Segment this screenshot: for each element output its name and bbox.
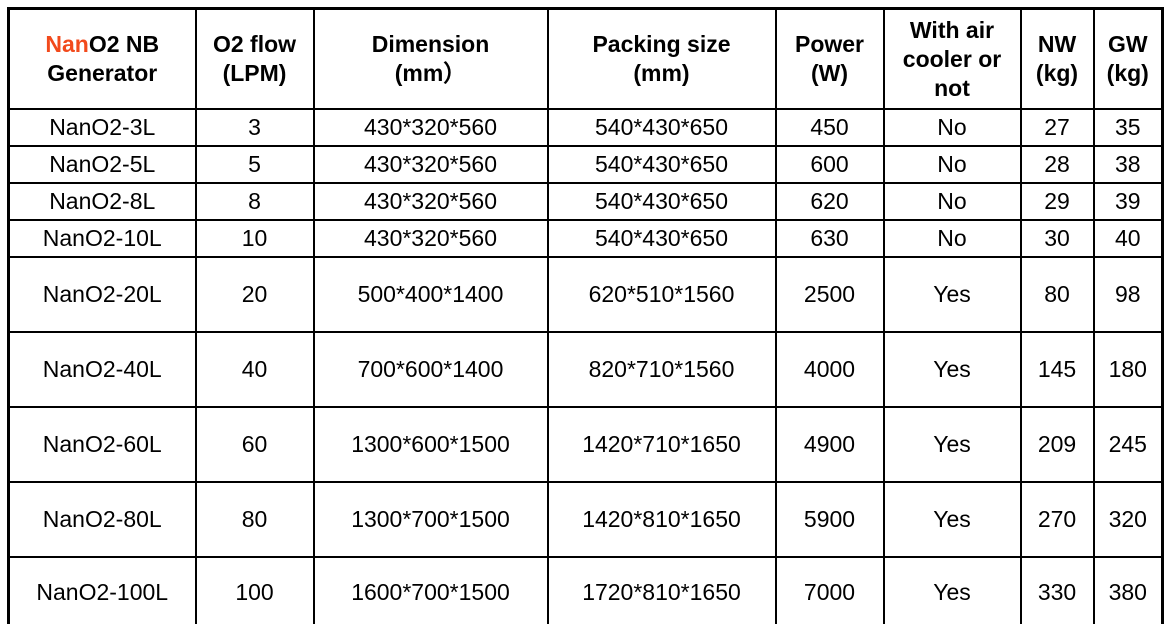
table-row: NanO2-100L 100 1600*700*1500 1720*810*16… — [7, 556, 1164, 624]
cell-air-cooler: Yes — [882, 556, 1022, 624]
cell-dimension: 430*320*560 — [312, 219, 549, 258]
header-o2-flow: O2 flow (LPM) — [194, 7, 315, 110]
header-nw: NW (kg) — [1019, 7, 1095, 110]
header-product: NanO2 NB Generator — [7, 7, 197, 110]
cell-nw: 29 — [1019, 182, 1095, 221]
cell-gw: 98 — [1092, 256, 1164, 333]
cell-air-cooler: Yes — [882, 406, 1022, 483]
cell-gw: 40 — [1092, 219, 1164, 258]
brand-prefix: Nan — [45, 31, 89, 57]
cell-power: 630 — [774, 219, 885, 258]
cell-power: 4000 — [774, 331, 885, 408]
cell-packing-size: 540*430*650 — [546, 145, 777, 184]
cell-packing-size: 540*430*650 — [546, 219, 777, 258]
cell-gw: 320 — [1092, 481, 1164, 558]
cell-nw: 27 — [1019, 108, 1095, 147]
cell-model: NanO2-40L — [7, 331, 197, 408]
header-gw: GW (kg) — [1092, 7, 1164, 110]
cell-air-cooler: Yes — [882, 256, 1022, 333]
cell-o2-flow: 10 — [194, 219, 315, 258]
cell-dimension: 1300*700*1500 — [312, 481, 549, 558]
table-row: NanO2-3L 3 430*320*560 540*430*650 450 N… — [7, 108, 1164, 147]
cell-o2-flow: 5 — [194, 145, 315, 184]
cell-dimension: 700*600*1400 — [312, 331, 549, 408]
cell-model: NanO2-20L — [7, 256, 197, 333]
header-product-rest: O2 NB Generator — [47, 31, 160, 86]
cell-model: NanO2-100L — [7, 556, 197, 624]
cell-nw: 145 — [1019, 331, 1095, 408]
cell-dimension: 500*400*1400 — [312, 256, 549, 333]
cell-power: 620 — [774, 182, 885, 221]
cell-gw: 245 — [1092, 406, 1164, 483]
cell-o2-flow: 60 — [194, 406, 315, 483]
cell-air-cooler: No — [882, 108, 1022, 147]
cell-gw: 39 — [1092, 182, 1164, 221]
cell-packing-size: 1420*810*1650 — [546, 481, 777, 558]
header-packing-size: Packing size (mm) — [546, 7, 777, 110]
table-row: NanO2-60L 60 1300*600*1500 1420*710*1650… — [7, 406, 1164, 483]
cell-air-cooler: No — [882, 182, 1022, 221]
cell-o2-flow: 20 — [194, 256, 315, 333]
cell-power: 4900 — [774, 406, 885, 483]
cell-air-cooler: Yes — [882, 481, 1022, 558]
cell-dimension: 430*320*560 — [312, 182, 549, 221]
header-power: Power (W) — [774, 7, 885, 110]
cell-nw: 270 — [1019, 481, 1095, 558]
cell-gw: 180 — [1092, 331, 1164, 408]
cell-dimension: 1600*700*1500 — [312, 556, 549, 624]
cell-power: 2500 — [774, 256, 885, 333]
cell-dimension: 430*320*560 — [312, 145, 549, 184]
table-row: NanO2-20L 20 500*400*1400 620*510*1560 2… — [7, 256, 1164, 333]
cell-power: 450 — [774, 108, 885, 147]
table-row: NanO2-10L 10 430*320*560 540*430*650 630… — [7, 219, 1164, 258]
header-air-cooler: With air cooler or not — [882, 7, 1022, 110]
cell-packing-size: 540*430*650 — [546, 108, 777, 147]
header-dimension: Dimension (mm） — [312, 7, 549, 110]
cell-o2-flow: 80 — [194, 481, 315, 558]
cell-model: NanO2-10L — [7, 219, 197, 258]
cell-o2-flow: 8 — [194, 182, 315, 221]
table-row: NanO2-40L 40 700*600*1400 820*710*1560 4… — [7, 331, 1164, 408]
table-row: NanO2-80L 80 1300*700*1500 1420*810*1650… — [7, 481, 1164, 558]
cell-gw: 38 — [1092, 145, 1164, 184]
cell-packing-size: 540*430*650 — [546, 182, 777, 221]
cell-packing-size: 1420*710*1650 — [546, 406, 777, 483]
table-row: NanO2-5L 5 430*320*560 540*430*650 600 N… — [7, 145, 1164, 184]
cell-gw: 380 — [1092, 556, 1164, 624]
cell-model: NanO2-5L — [7, 145, 197, 184]
header-row: NanO2 NB Generator O2 flow (LPM) Dimensi… — [7, 7, 1164, 110]
cell-model: NanO2-8L — [7, 182, 197, 221]
cell-air-cooler: Yes — [882, 331, 1022, 408]
cell-model: NanO2-80L — [7, 481, 197, 558]
cell-model: NanO2-3L — [7, 108, 197, 147]
cell-dimension: 1300*600*1500 — [312, 406, 549, 483]
cell-power: 7000 — [774, 556, 885, 624]
cell-nw: 28 — [1019, 145, 1095, 184]
cell-packing-size: 1720*810*1650 — [546, 556, 777, 624]
cell-nw: 80 — [1019, 256, 1095, 333]
cell-nw: 30 — [1019, 219, 1095, 258]
cell-nw: 330 — [1019, 556, 1095, 624]
cell-o2-flow: 100 — [194, 556, 315, 624]
table-row: NanO2-8L 8 430*320*560 540*430*650 620 N… — [7, 182, 1164, 221]
cell-dimension: 430*320*560 — [312, 108, 549, 147]
cell-power: 5900 — [774, 481, 885, 558]
cell-gw: 35 — [1092, 108, 1164, 147]
cell-o2-flow: 3 — [194, 108, 315, 147]
cell-o2-flow: 40 — [194, 331, 315, 408]
cell-power: 600 — [774, 145, 885, 184]
cell-model: NanO2-60L — [7, 406, 197, 483]
cell-air-cooler: No — [882, 219, 1022, 258]
cell-packing-size: 820*710*1560 — [546, 331, 777, 408]
cell-nw: 209 — [1019, 406, 1095, 483]
cell-packing-size: 620*510*1560 — [546, 256, 777, 333]
cell-air-cooler: No — [882, 145, 1022, 184]
spec-table: NanO2 NB Generator O2 flow (LPM) Dimensi… — [7, 7, 1164, 624]
